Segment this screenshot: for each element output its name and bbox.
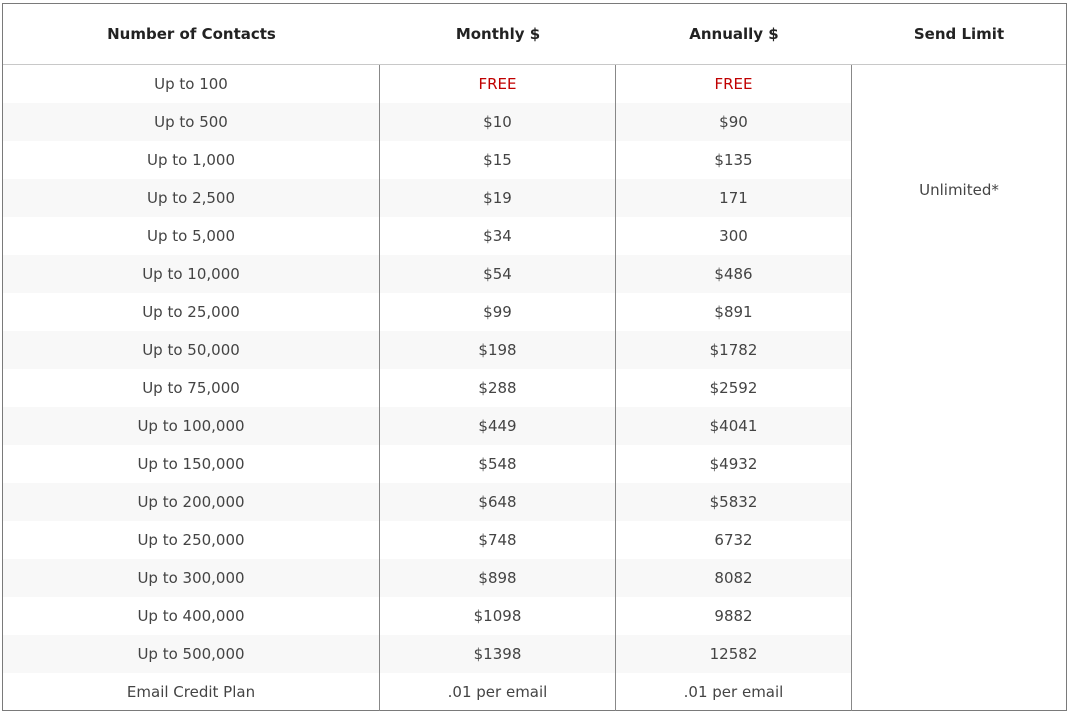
table-body: Up to 100 FREE FREE Up to 500 $10 $90 Up to 1,… [3, 65, 852, 711]
cell-contacts: Up to 200,000 [3, 483, 380, 521]
table-row: Up to 75,000 $288 $2592 [3, 369, 852, 407]
cell-contacts: Up to 100,000 [3, 407, 380, 445]
cell-contacts: Up to 100 [3, 65, 380, 103]
table-row: Up to 500 $10 $90 [3, 103, 852, 141]
table-row: Email Credit Plan .01 per email .01 per em… [3, 673, 852, 711]
cell-monthly: $288 [380, 369, 616, 407]
table-row: Up to 400,000 $1098 9882 [3, 597, 852, 635]
cell-contacts: Email Credit Plan [3, 673, 380, 711]
header-contacts: Number of Contacts [107, 25, 276, 43]
cell-monthly: $10 [380, 103, 616, 141]
cell-monthly: .01 per email [380, 673, 616, 711]
table-row: Up to 500,000 $1398 12582 [3, 635, 852, 673]
cell-contacts: Up to 400,000 [3, 597, 380, 635]
cell-monthly: $1098 [380, 597, 616, 635]
cell-monthly: $99 [380, 293, 616, 331]
cell-contacts: Up to 10,000 [3, 255, 380, 293]
cell-monthly: FREE [380, 65, 616, 103]
table-row: Up to 5,000 $34 300 [3, 217, 852, 255]
cell-monthly: $898 [380, 559, 616, 597]
cell-contacts: Up to 1,000 [3, 141, 380, 179]
cell-annually: 8082 [616, 559, 852, 597]
cell-monthly: $548 [380, 445, 616, 483]
table-row: Up to 300,000 $898 8082 [3, 559, 852, 597]
cell-monthly: $648 [380, 483, 616, 521]
cell-contacts: Up to 25,000 [3, 293, 380, 331]
table-row: Up to 2,500 $19 171 [3, 179, 852, 217]
cell-annually: $5832 [616, 483, 852, 521]
cell-annually: $2592 [616, 369, 852, 407]
table-row: Up to 200,000 $648 $5832 [3, 483, 852, 521]
header-send-limit: Send Limit [913, 25, 1005, 43]
cell-annually: 6732 [616, 521, 852, 559]
cell-annually: $135 [616, 141, 852, 179]
cell-contacts: Up to 150,000 [3, 445, 380, 483]
cell-monthly: $15 [380, 141, 616, 179]
table-header: Number of Contacts Monthly $ Annually $ … [3, 4, 1066, 65]
cell-contacts: Up to 5,000 [3, 217, 380, 255]
table-row: Up to 100 FREE FREE [3, 65, 852, 103]
table-row: Up to 25,000 $99 $891 [3, 293, 852, 331]
cell-annually: 171 [616, 179, 852, 217]
cell-annually: $4041 [616, 407, 852, 445]
header-monthly: Monthly $ [455, 25, 541, 43]
cell-annually: $486 [616, 255, 852, 293]
cell-monthly: $449 [380, 407, 616, 445]
cell-annually: 12582 [616, 635, 852, 673]
cell-annually: $90 [616, 103, 852, 141]
cell-contacts: Up to 500,000 [3, 635, 380, 673]
header-annually: Annually $ [689, 25, 779, 43]
cell-annually: $891 [616, 293, 852, 331]
cell-monthly: $748 [380, 521, 616, 559]
table-row: Up to 250,000 $748 6732 [3, 521, 852, 559]
table-row: Up to 150,000 $548 $4932 [3, 445, 852, 483]
cell-contacts: Up to 300,000 [3, 559, 380, 597]
cell-annually: 9882 [616, 597, 852, 635]
table-row: Up to 10,000 $54 $486 [3, 255, 852, 293]
cell-contacts: Up to 500 [3, 103, 380, 141]
cell-annually: FREE [616, 65, 852, 103]
table-row: Up to 100,000 $449 $4041 [3, 407, 852, 445]
cell-contacts: Up to 75,000 [3, 369, 380, 407]
cell-monthly: $19 [380, 179, 616, 217]
cell-annually: $4932 [616, 445, 852, 483]
cell-contacts: Up to 50,000 [3, 331, 380, 369]
send-limit-cell: Unlimited* [919, 181, 999, 199]
cell-contacts: Up to 250,000 [3, 521, 380, 559]
cell-annually: $1782 [616, 331, 852, 369]
cell-monthly: $54 [380, 255, 616, 293]
cell-annually: .01 per email [616, 673, 852, 711]
cell-monthly: $1398 [380, 635, 616, 673]
cell-contacts: Up to 2,500 [3, 179, 380, 217]
table-row: Up to 1,000 $15 $135 [3, 141, 852, 179]
table-row: Up to 50,000 $198 $1782 [3, 331, 852, 369]
cell-monthly: $34 [380, 217, 616, 255]
cell-annually: 300 [616, 217, 852, 255]
pricing-table: Number of Contacts Monthly $ Annually $ … [2, 3, 1067, 711]
cell-monthly: $198 [380, 331, 616, 369]
